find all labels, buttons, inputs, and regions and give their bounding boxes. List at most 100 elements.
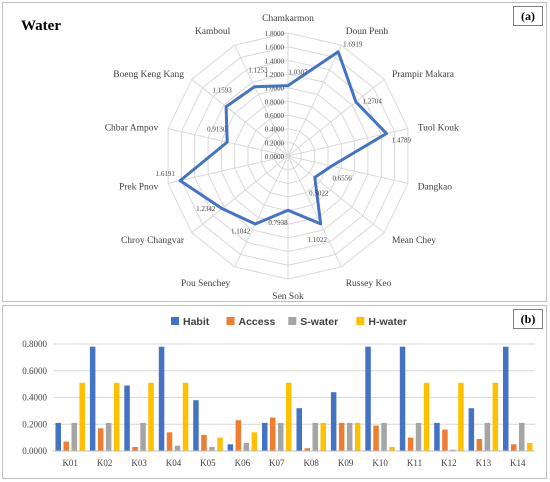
radar-tick-label: 1.2000 <box>265 71 285 79</box>
bar-access <box>511 444 517 451</box>
radar-category-label: Kamboul <box>195 27 231 37</box>
panel-label-b: (b) <box>513 309 543 329</box>
radar-tick-label: 0.2000 <box>265 139 285 147</box>
bar-s-water <box>346 422 353 451</box>
radar-spoke <box>191 78 289 157</box>
radar-category-label: Mean Chey <box>392 236 436 246</box>
radar-category-label: Sen Sok <box>272 292 304 301</box>
bar-h-water <box>492 382 499 451</box>
radar-spoke <box>287 128 409 157</box>
radar-tick-label: 1.8000 <box>265 30 285 38</box>
bar-habit <box>262 422 268 451</box>
bar-x-tick-label: K13 <box>476 458 492 468</box>
bar-access <box>270 417 276 451</box>
bar-habit <box>330 392 337 451</box>
bar-y-tick-label: 0.4000 <box>22 393 47 403</box>
bar-s-water <box>450 449 456 451</box>
bar-h-water <box>251 432 258 451</box>
bar-x-tick-label: K03 <box>131 458 147 468</box>
bar-access <box>476 439 483 451</box>
legend-label: H-water <box>368 316 407 328</box>
radar-spoke <box>191 155 289 234</box>
bar-h-water <box>148 382 154 451</box>
bar-access <box>201 434 207 451</box>
bar-habit <box>227 444 234 451</box>
bar-h-water <box>79 382 85 451</box>
radar-spoke <box>287 155 409 184</box>
bar-x-tick-label: K01 <box>62 458 78 468</box>
bar-s-water <box>71 422 77 451</box>
radar-value-label: 0.6556 <box>332 175 352 183</box>
legend-label: Habit <box>183 316 210 328</box>
bar-s-water <box>209 447 215 451</box>
bar-s-water <box>278 422 284 451</box>
radar-value-label: 1.6919 <box>343 41 363 49</box>
bar-habit <box>468 408 475 451</box>
bar-h-water <box>389 447 395 451</box>
bar-access <box>97 428 104 451</box>
bar-h-water <box>458 382 464 451</box>
bar-s-water <box>519 422 525 451</box>
bar-x-tick-label: K11 <box>407 458 422 468</box>
radar-spoke <box>234 155 289 268</box>
radar-value-label: 1.6191 <box>156 170 176 178</box>
legend-label: Access <box>239 316 276 328</box>
bar-s-water <box>312 422 318 451</box>
radar-tick-labels: 0.0000 0.2000 0.4000 0.6000 0.8000 1.0000 1.20… <box>265 30 285 161</box>
radar-chart: 0.0000 0.2000 0.4000 0.6000 0.8000 1.0000 1.20… <box>105 14 459 301</box>
bar-x-tick-label: K10 <box>372 458 388 468</box>
legend-swatch <box>288 317 297 325</box>
bar-habit <box>124 385 130 451</box>
chart-title: Water <box>21 18 61 34</box>
chart-legend: Habit Access S-water H-water <box>171 316 407 328</box>
radar-tick-label: 1.0000 <box>265 85 285 93</box>
radar-spoke <box>234 44 289 157</box>
radar-spoke <box>287 155 342 268</box>
bar-habit <box>503 346 509 451</box>
radar-category-labels: Chamkarmon Doun Penh Prampir Makara Tuol Ko… <box>105 14 459 301</box>
radar-chart-panel: Water (a) 0.0000 0.2000 0.4000 0.6000 0.8000… <box>2 2 547 302</box>
legend-swatch <box>171 317 179 325</box>
radar-category-label: Prampir Makara <box>392 70 455 80</box>
bar-x-tick-label: K08 <box>303 458 319 468</box>
radar-spoke <box>287 155 385 234</box>
bar-x-tick-label: K12 <box>441 458 457 468</box>
bar-x-tick-label: K02 <box>97 458 113 468</box>
radar-value-label: 1.1042 <box>231 227 251 235</box>
radar-value-label: 0.5022 <box>309 189 329 197</box>
bar-s-water <box>105 422 112 451</box>
radar-spoke <box>287 78 385 157</box>
radar-tick-label: 0.4000 <box>265 126 285 134</box>
radar-value-label: 0.7938 <box>268 219 288 227</box>
radar-tick-label: 1.6000 <box>265 44 285 52</box>
bar-access <box>132 447 138 451</box>
radar-category-label: Chamkarmon <box>262 14 314 24</box>
radar-spoke <box>287 44 342 157</box>
bar-x-tick-label: K04 <box>166 458 182 468</box>
bar-habit <box>296 408 302 451</box>
legend-swatch <box>356 317 365 325</box>
legend-swatch <box>226 317 235 325</box>
bar-s-water <box>174 445 181 451</box>
bar-h-water <box>527 443 533 451</box>
bar-habit <box>193 400 199 451</box>
radar-value-label: 1.1593 <box>212 87 232 95</box>
radar-tick-label: 0.0000 <box>265 153 285 161</box>
radar-category-label: Doun Penh <box>346 27 389 37</box>
bar-habit <box>55 422 61 451</box>
radar-tick-label: 0.8000 <box>265 98 285 106</box>
radar-value-label: 1.1022 <box>308 236 328 244</box>
bar-h-water <box>182 382 189 451</box>
legend-label: S-water <box>300 316 338 328</box>
bar-series <box>55 346 533 451</box>
radar-tick-label: 1.4000 <box>265 57 285 65</box>
bar-chart: Habit Access S-water H-water 0.0000 0.2000 0.4… <box>22 316 535 468</box>
bar-access <box>304 448 310 451</box>
bar-habit <box>365 346 371 451</box>
bar-access <box>373 425 379 451</box>
radar-spoke <box>167 155 289 184</box>
radar-category-label: Russey Keo <box>346 279 392 289</box>
bar-h-water <box>113 382 120 451</box>
bar-access <box>166 432 173 451</box>
